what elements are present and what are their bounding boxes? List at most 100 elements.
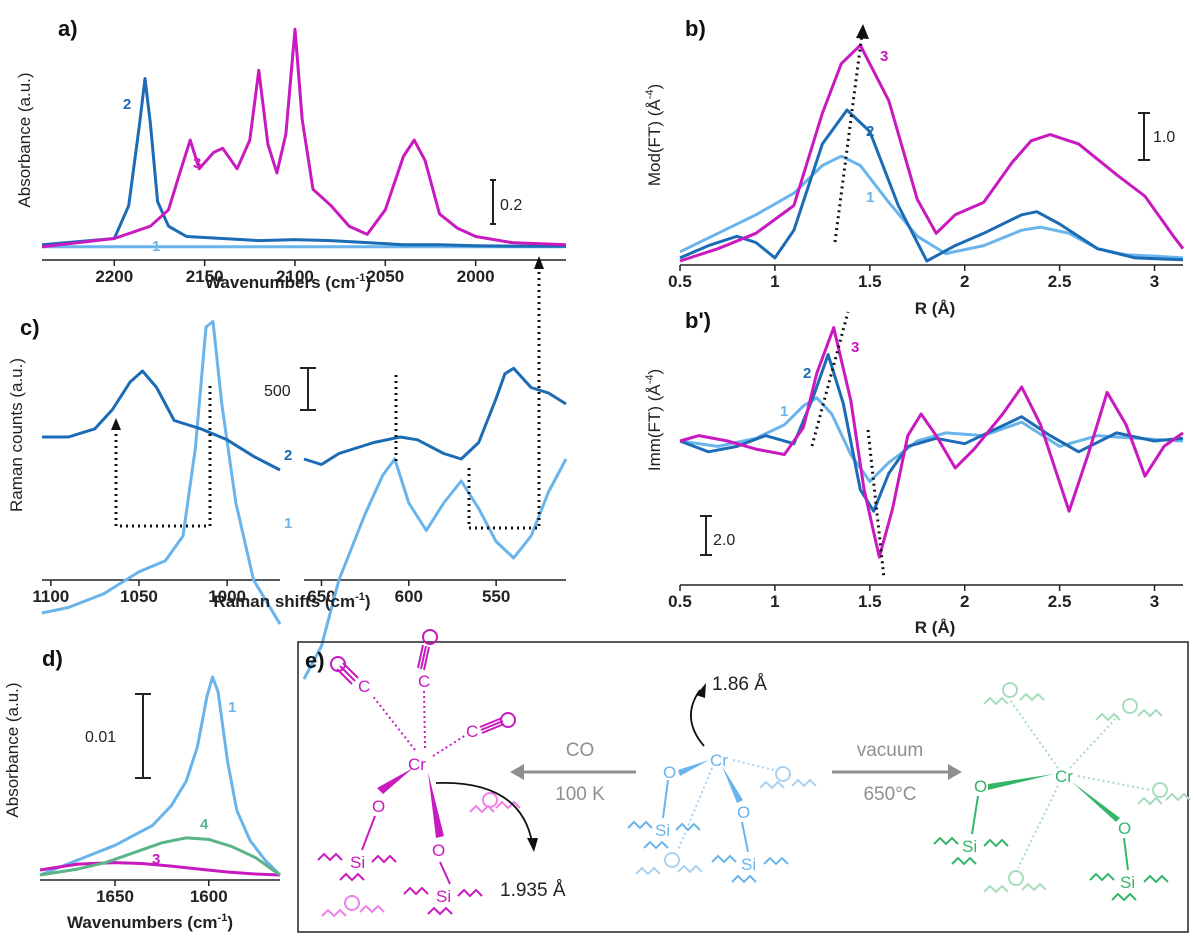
panel-b-x-tick-label: 2.5 bbox=[1048, 272, 1072, 291]
panel-d-series-label-1: 1 bbox=[228, 699, 236, 716]
panel-d-x-tick-label: 1650 bbox=[96, 887, 134, 906]
panel-bp-x-tick-label: 2 bbox=[960, 592, 969, 611]
panel-bp-x-tick-label: 2.5 bbox=[1048, 592, 1072, 611]
atom-o-right-1: O bbox=[974, 777, 987, 796]
panel-bp-x-tick-label: 1.5 bbox=[858, 592, 882, 611]
atom-si-right-1: Si bbox=[962, 837, 977, 856]
panel-d-series-1 bbox=[39, 675, 282, 877]
cr-carbonyl-complex: Cr C C C O O Si Si bbox=[317, 629, 566, 918]
panel-bp-series-3 bbox=[679, 326, 1184, 559]
atom-o-right-2: O bbox=[1118, 819, 1131, 838]
panel-b-series-3 bbox=[679, 43, 1185, 263]
panel-b-label: b) bbox=[685, 16, 706, 41]
panel-a-x-tick-label: 2100 bbox=[276, 267, 314, 286]
panel-c-x-tick-label: 550 bbox=[482, 587, 510, 606]
cr-silica-center: Cr O O Si Si 1.86 Å bbox=[627, 674, 817, 884]
panel-bp-x-tick-label: 3 bbox=[1150, 592, 1159, 611]
panel-d-scalebar bbox=[135, 693, 151, 779]
panel-bp-x-tick-label: 1 bbox=[770, 592, 779, 611]
panel-c-x-tick-label: 1000 bbox=[208, 587, 246, 606]
arrow-vacuum-label: vacuum bbox=[857, 740, 924, 761]
panel-bp-series-label-3: 3 bbox=[851, 339, 859, 356]
panel-bp-series-label-1: 1 bbox=[780, 403, 788, 420]
arrow-co-label: CO bbox=[566, 740, 595, 761]
atom-c-1: C bbox=[358, 677, 370, 696]
panel-bp-scalebar bbox=[700, 515, 712, 556]
bond-distance-center: 1.86 Å bbox=[712, 674, 767, 695]
panel-a: a) Absorbance (a.u.) 2200 2150 2100 2050 200… bbox=[15, 16, 567, 292]
atom-si-center-2: Si bbox=[741, 855, 756, 874]
panel-b-series-label-1: 1 bbox=[866, 189, 874, 206]
panel-b-series-label-2: 2 bbox=[866, 123, 874, 140]
arrow-co: CO 100 K bbox=[510, 740, 636, 805]
atom-cr-left: Cr bbox=[408, 755, 426, 774]
arrow-vacuum: vacuum 650°C bbox=[832, 740, 962, 805]
panel-b: b) Mod(FT) (Å-4) 0.5 1 1.5 2 2.5 3 3 2 1 R (Å) 1… bbox=[644, 16, 1185, 318]
panel-c-ylabel: Raman counts (a.u.) bbox=[7, 358, 26, 512]
panel-c-x-tick-label: 1100 bbox=[32, 587, 69, 606]
panel-c-series-label-1: 1 bbox=[284, 515, 292, 532]
panel-c-x-tick-label: 1050 bbox=[120, 587, 158, 606]
panel-e-label: e) bbox=[305, 648, 325, 673]
panel-d-series-label-3: 3 bbox=[152, 851, 160, 868]
panel-c-x-tick-label: 650 bbox=[307, 587, 335, 606]
panel-a-series-3 bbox=[41, 27, 567, 249]
panel-d-label: d) bbox=[42, 646, 63, 671]
panel-b-x-tick-label: 0.5 bbox=[668, 272, 692, 291]
panel-d-plot: 1650 1600 1 4 3 bbox=[39, 675, 282, 906]
panel-a-scalebar-label: 0.2 bbox=[500, 197, 522, 214]
panel-b-scalebar-label: 1.0 bbox=[1153, 129, 1175, 146]
panel-bp-trend-line-1 bbox=[810, 311, 850, 447]
panel-b-scalebar bbox=[1138, 112, 1150, 161]
panel-bp-series-label-2: 2 bbox=[803, 365, 811, 382]
panel-d-ylabel: Absorbance (a.u.) bbox=[3, 682, 22, 817]
faded-ligands-left bbox=[321, 792, 521, 918]
atom-cr-right: Cr bbox=[1055, 767, 1073, 786]
panel-b-plot: 0.5 1 1.5 2 2.5 3 3 2 1 bbox=[668, 43, 1185, 291]
panel-b-ylabel: Mod(FT) (Å-4) bbox=[644, 84, 664, 186]
panel-bp-series-2 bbox=[679, 353, 1184, 513]
atom-si-center-1: Si bbox=[655, 821, 670, 840]
bond-distance-arrow-left bbox=[435, 782, 533, 843]
panel-a-series-2 bbox=[41, 77, 567, 248]
panel-d-x-tick-label: 1600 bbox=[190, 887, 228, 906]
panel-a-xlabel: Wavenumbers (cm-1) bbox=[205, 272, 371, 292]
atom-o-2: O bbox=[432, 841, 445, 860]
panel-c-series-label-2: 2 bbox=[284, 447, 292, 464]
faded-ligands-right bbox=[983, 682, 1191, 894]
panel-a-plot: 2200 2150 2100 2050 2000 2 3 1 bbox=[41, 27, 567, 286]
panel-bp-scalebar-label: 2.0 bbox=[713, 532, 735, 549]
panel-a-series-label-1: 1 bbox=[152, 238, 160, 255]
atom-cr-center: Cr bbox=[710, 751, 728, 770]
panel-c-scalebar bbox=[300, 367, 316, 411]
panel-a-ylabel: Absorbance (a.u.) bbox=[15, 72, 34, 207]
panel-c-plot: 1100 1050 1000 650 600 550 2 1 bbox=[32, 320, 568, 680]
panel-a-x-tick-label: 2200 bbox=[95, 267, 133, 286]
bond-distance-left: 1.935 Å bbox=[500, 880, 566, 901]
atom-si-2: Si bbox=[436, 887, 451, 906]
panel-c-dotted-guide-right bbox=[467, 266, 541, 530]
panel-c-series-1-seg0 bbox=[41, 320, 282, 625]
panel-e-frame bbox=[297, 641, 1189, 933]
panel-bp-ylabel: Imm(FT) (Å-4) bbox=[644, 369, 664, 471]
panel-b-x-tick-label: 1.5 bbox=[858, 272, 882, 291]
panel-bp-xlabel: R (Å) bbox=[915, 618, 956, 637]
bond-distance-arrowhead-left bbox=[527, 838, 538, 852]
panel-a-x-tick-label: 2050 bbox=[366, 267, 404, 286]
panel-d-scalebar-label: 0.01 bbox=[85, 729, 116, 746]
panel-d-series-3 bbox=[39, 861, 281, 877]
panel-b-x-tick-label: 3 bbox=[1150, 272, 1159, 291]
panel-bp-label: b') bbox=[685, 308, 711, 333]
atom-si-right-2: Si bbox=[1120, 873, 1135, 892]
cr-silica-vacuum: Cr O O Si Si bbox=[933, 682, 1191, 902]
panel-c-series-2-seg1 bbox=[303, 366, 567, 466]
panel-a-series-label-2: 2 bbox=[123, 96, 131, 113]
panel-a-x-tick-label: 2150 bbox=[186, 267, 224, 286]
panel-c-dotted-guide-left bbox=[114, 386, 212, 528]
panel-c-series-1-seg1 bbox=[302, 457, 568, 680]
panel-c-label: c) bbox=[20, 315, 40, 340]
atom-c-3: C bbox=[466, 722, 478, 741]
bond-distance-arrowhead-center bbox=[696, 683, 706, 698]
arrow-temp-label: 100 K bbox=[555, 784, 605, 805]
